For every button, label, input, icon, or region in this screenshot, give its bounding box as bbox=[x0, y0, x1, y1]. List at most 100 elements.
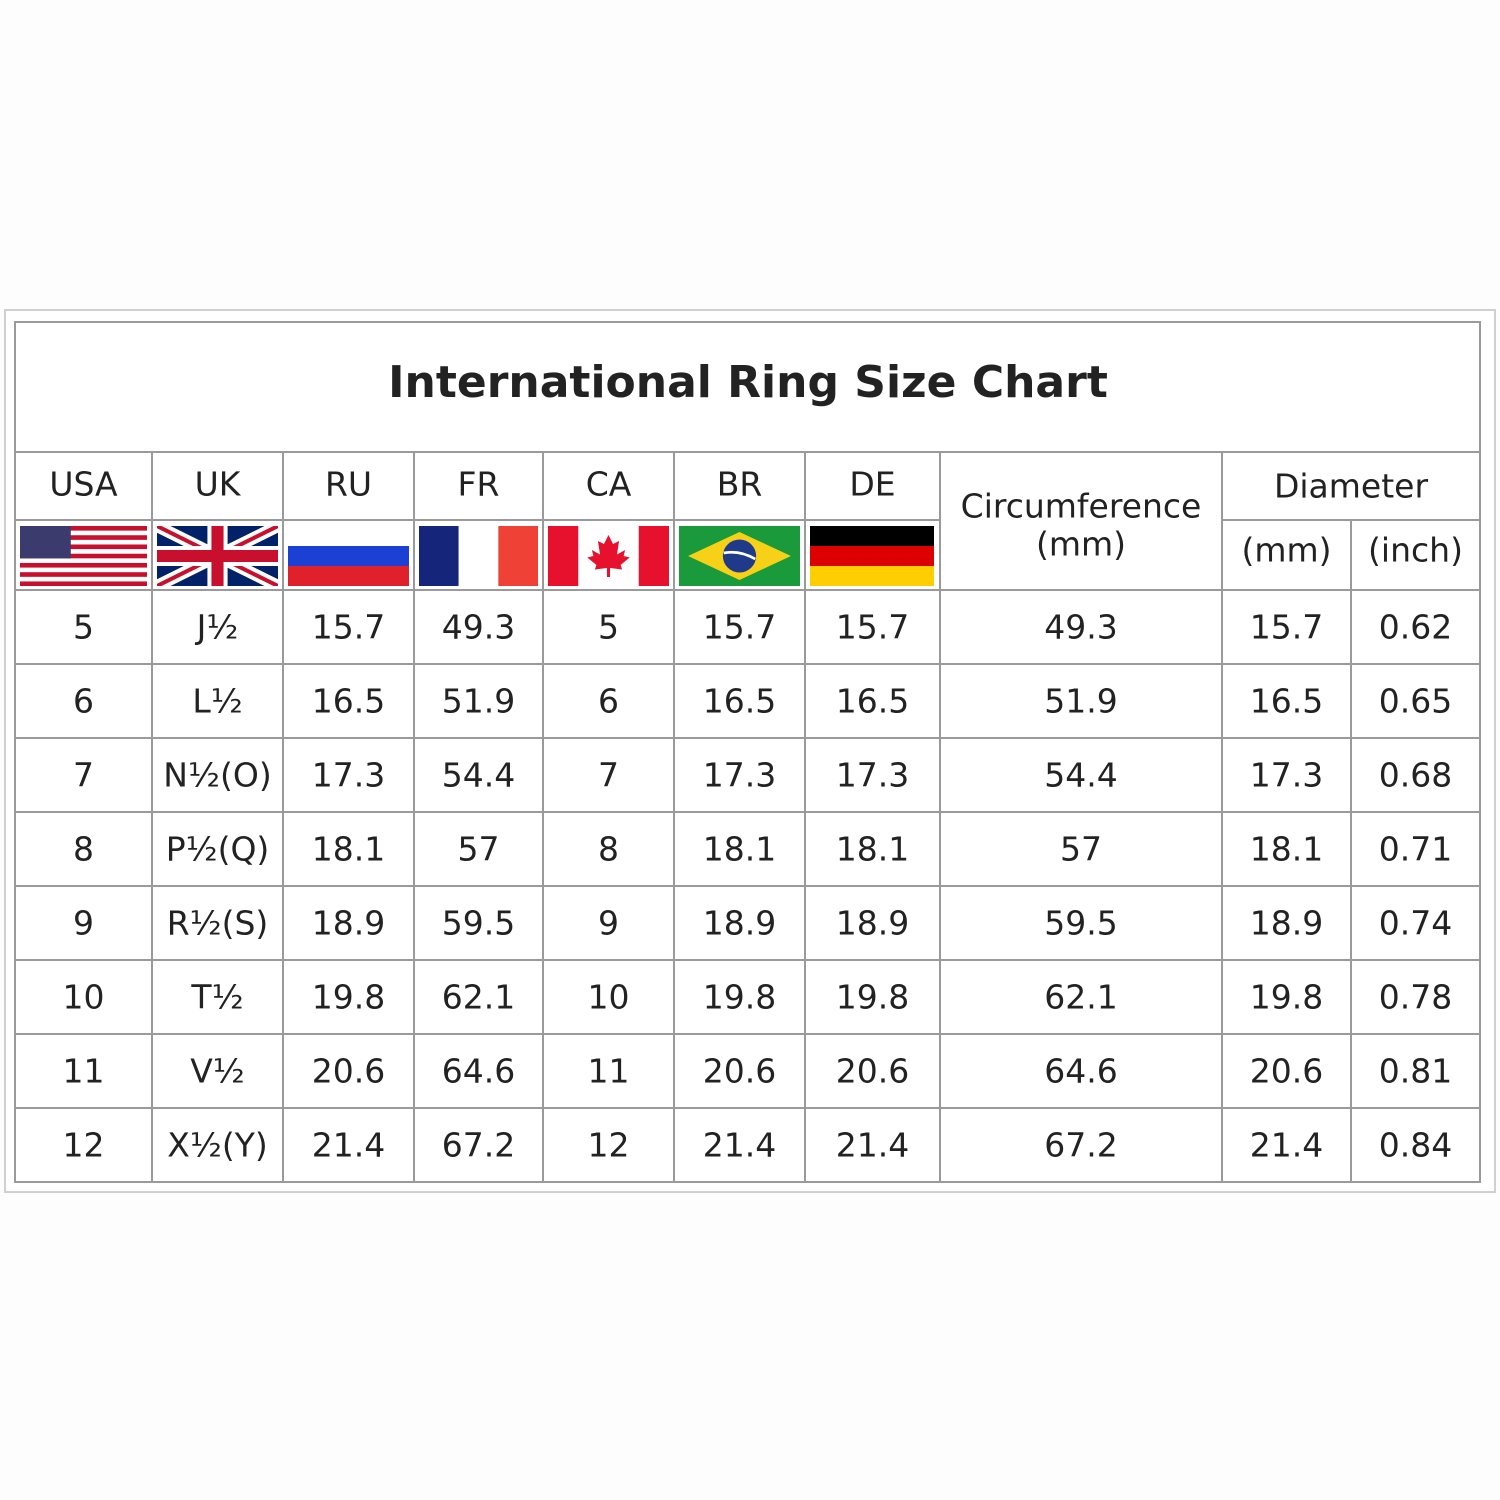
cell: V½ bbox=[190, 1052, 245, 1091]
title: International Ring Size Chart bbox=[388, 357, 1108, 408]
cell: 67.2 bbox=[442, 1126, 515, 1165]
cell: 0.84 bbox=[1379, 1126, 1452, 1165]
cell: 17.3 bbox=[1250, 756, 1323, 795]
cell: 19.8 bbox=[312, 978, 385, 1017]
cell: 10 bbox=[588, 978, 630, 1017]
cell: 21.4 bbox=[703, 1126, 776, 1165]
cell: 57 bbox=[458, 830, 500, 869]
column-unit: (mm) bbox=[1241, 531, 1331, 570]
column-header: CA bbox=[586, 465, 632, 504]
cell: 17.3 bbox=[312, 756, 385, 795]
cell: J½ bbox=[195, 608, 239, 647]
cell: 64.6 bbox=[1044, 1052, 1117, 1091]
cell: 5 bbox=[73, 608, 94, 647]
cell: 21.4 bbox=[312, 1126, 385, 1165]
flag-usa bbox=[20, 526, 147, 586]
cell: 59.5 bbox=[442, 904, 515, 943]
cell: 20.6 bbox=[1250, 1052, 1323, 1091]
cell: 18.1 bbox=[703, 830, 776, 869]
cell: 0.71 bbox=[1379, 830, 1452, 869]
cell: 8 bbox=[598, 830, 619, 869]
cell: N½(O) bbox=[163, 756, 271, 795]
cell: 18.1 bbox=[836, 830, 909, 869]
column-unit: (mm) bbox=[1036, 525, 1126, 564]
flag-fr bbox=[419, 526, 538, 586]
cell: 62.1 bbox=[1044, 978, 1117, 1017]
cell: 7 bbox=[598, 756, 619, 795]
cell: 19.8 bbox=[836, 978, 909, 1017]
flag-uk bbox=[157, 526, 278, 586]
cell: 11 bbox=[588, 1052, 630, 1091]
cell: 17.3 bbox=[703, 756, 776, 795]
cell: 6 bbox=[598, 682, 619, 721]
cell: 54.4 bbox=[1044, 756, 1117, 795]
cell: 0.62 bbox=[1379, 608, 1452, 647]
cell: T½ bbox=[190, 978, 243, 1017]
cell: 12 bbox=[588, 1126, 630, 1165]
cell: 0.68 bbox=[1379, 756, 1452, 795]
outer-frame bbox=[4, 309, 1496, 1193]
column-header: FR bbox=[458, 465, 500, 504]
cell: 18.9 bbox=[312, 904, 385, 943]
cell: 6 bbox=[73, 682, 94, 721]
cell: 18.9 bbox=[836, 904, 909, 943]
cell: 20.6 bbox=[703, 1052, 776, 1091]
cell: 59.5 bbox=[1044, 904, 1117, 943]
cell: 18.1 bbox=[312, 830, 385, 869]
cell: 9 bbox=[598, 904, 619, 943]
cell: 19.8 bbox=[703, 978, 776, 1017]
cell: 0.74 bbox=[1379, 904, 1452, 943]
cell: 49.3 bbox=[442, 608, 515, 647]
cell: 0.65 bbox=[1379, 682, 1452, 721]
cell: 67.2 bbox=[1044, 1126, 1117, 1165]
cell: 16.5 bbox=[312, 682, 385, 721]
cell: 10 bbox=[63, 978, 105, 1017]
cell: 16.5 bbox=[703, 682, 776, 721]
cell: 18.1 bbox=[1250, 830, 1323, 869]
flag-br bbox=[679, 526, 800, 586]
cell: 18.9 bbox=[1250, 904, 1323, 943]
cell: 7 bbox=[73, 756, 94, 795]
cell: 51.9 bbox=[1044, 682, 1117, 721]
cell: 15.7 bbox=[1250, 608, 1323, 647]
cell: 51.9 bbox=[442, 682, 515, 721]
cell: X½(Y) bbox=[167, 1126, 268, 1165]
cell: R½(S) bbox=[167, 904, 269, 943]
cell: 18.9 bbox=[703, 904, 776, 943]
cell: 62.1 bbox=[442, 978, 515, 1017]
cell: 15.7 bbox=[703, 608, 776, 647]
column-header: DE bbox=[849, 465, 895, 504]
cell: P½(Q) bbox=[166, 830, 270, 869]
cell: 15.7 bbox=[312, 608, 385, 647]
flag-ca bbox=[548, 526, 669, 586]
cell: 19.8 bbox=[1250, 978, 1323, 1017]
cell: 8 bbox=[73, 830, 94, 869]
cell: 11 bbox=[63, 1052, 105, 1091]
cell: 16.5 bbox=[1250, 682, 1323, 721]
cell: L½ bbox=[192, 682, 242, 721]
cell: 0.81 bbox=[1379, 1052, 1452, 1091]
cell: 21.4 bbox=[836, 1126, 909, 1165]
cell: 49.3 bbox=[1044, 608, 1117, 647]
column-header: UK bbox=[195, 465, 242, 504]
column-unit: (inch) bbox=[1368, 531, 1463, 570]
column-header: RU bbox=[325, 465, 372, 504]
cell: 12 bbox=[63, 1126, 105, 1165]
column-header: USA bbox=[49, 465, 118, 504]
cell: 54.4 bbox=[442, 756, 515, 795]
cell: 9 bbox=[73, 904, 94, 943]
cell: 20.6 bbox=[836, 1052, 909, 1091]
cell: 21.4 bbox=[1250, 1126, 1323, 1165]
column-header: Circumference bbox=[961, 487, 1202, 526]
cell: 5 bbox=[598, 608, 619, 647]
column-header: BR bbox=[717, 465, 763, 504]
flag-de bbox=[810, 526, 934, 586]
column-header: Diameter bbox=[1274, 467, 1428, 506]
cell: 57 bbox=[1060, 830, 1102, 869]
cell: 16.5 bbox=[836, 682, 909, 721]
flag-ru bbox=[288, 526, 409, 586]
cell: 20.6 bbox=[312, 1052, 385, 1091]
cell: 17.3 bbox=[836, 756, 909, 795]
